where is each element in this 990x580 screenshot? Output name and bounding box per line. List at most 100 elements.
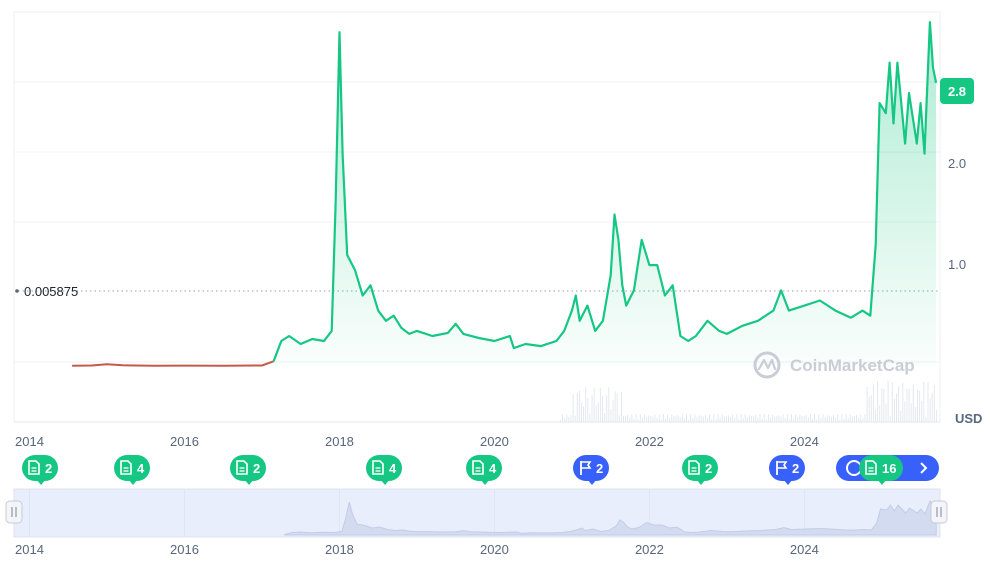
price-point[interactable] (120, 363, 124, 367)
price-point[interactable] (632, 288, 636, 292)
price-point[interactable] (361, 293, 365, 297)
price-line[interactable] (272, 21, 938, 362)
price-point[interactable] (287, 334, 291, 338)
price-point[interactable] (903, 142, 907, 146)
event-badge[interactable]: 16 (836, 455, 939, 485)
price-point[interactable] (368, 283, 372, 287)
price-point[interactable] (570, 309, 574, 313)
event-badge[interactable]: 2 (230, 455, 266, 485)
price-point[interactable] (272, 359, 276, 363)
range-navigator[interactable] (5, 488, 948, 538)
price-point[interactable] (539, 344, 543, 348)
price-point[interactable] (640, 238, 644, 242)
price-point[interactable] (771, 309, 775, 313)
price-point[interactable] (593, 329, 597, 333)
navigator-left-handle[interactable] (5, 500, 23, 524)
price-point[interactable] (892, 121, 896, 125)
event-badge[interactable]: 2 (573, 455, 609, 485)
price-point[interactable] (322, 339, 326, 343)
price-point[interactable] (310, 337, 314, 341)
navigator-right-handle[interactable] (930, 500, 948, 524)
price-point[interactable] (624, 304, 628, 308)
price-point[interactable] (613, 212, 617, 216)
price-point[interactable] (931, 66, 935, 70)
price-point[interactable] (663, 293, 667, 297)
price-point[interactable] (888, 61, 892, 65)
price-point[interactable] (585, 304, 589, 308)
event-badge[interactable]: 2 (22, 455, 58, 485)
price-point[interactable] (740, 324, 744, 328)
price-point[interactable] (923, 152, 927, 156)
event-badge[interactable]: 2 (682, 455, 718, 485)
price-point[interactable] (717, 329, 721, 333)
price-point[interactable] (492, 339, 496, 343)
price-point[interactable] (849, 316, 853, 320)
price-point[interactable] (671, 283, 675, 287)
price-point[interactable] (446, 331, 450, 335)
price-point[interactable] (861, 309, 865, 313)
price-point[interactable] (554, 339, 558, 343)
price-point[interactable] (151, 364, 155, 368)
price-point[interactable] (454, 322, 458, 326)
price-point[interactable] (415, 329, 419, 333)
price-point[interactable] (337, 30, 341, 34)
price-point[interactable] (341, 152, 345, 156)
price-point[interactable] (601, 319, 605, 323)
price-point[interactable] (655, 263, 659, 267)
price-point[interactable] (430, 334, 434, 338)
price-point[interactable] (787, 309, 791, 313)
price-point[interactable] (376, 309, 380, 313)
price-point[interactable] (686, 339, 690, 343)
price-point[interactable] (934, 81, 938, 85)
event-badge[interactable]: 4 (466, 455, 502, 485)
price-point[interactable] (802, 304, 806, 308)
price-point[interactable] (928, 20, 932, 24)
price-point[interactable] (574, 293, 578, 297)
price-point[interactable] (833, 309, 837, 313)
price-point[interactable] (609, 273, 613, 277)
price-point[interactable] (915, 142, 919, 146)
price-point[interactable] (578, 319, 582, 323)
price-point[interactable] (878, 101, 882, 105)
price-point[interactable] (477, 336, 481, 340)
price-point[interactable] (779, 288, 783, 292)
price-point[interactable] (512, 346, 516, 350)
price-point[interactable] (706, 319, 710, 323)
price-point[interactable] (345, 253, 349, 257)
price-point[interactable] (407, 332, 411, 336)
price-point[interactable] (182, 364, 186, 368)
price-point[interactable] (874, 243, 878, 247)
price-point[interactable] (620, 283, 624, 287)
price-point[interactable] (392, 314, 396, 318)
event-badge[interactable]: 2 (769, 455, 805, 485)
price-point[interactable] (89, 364, 93, 368)
price-point[interactable] (562, 329, 566, 333)
price-point[interactable] (105, 362, 109, 366)
price-point[interactable] (616, 238, 620, 242)
price-point[interactable] (384, 319, 388, 323)
price-point[interactable] (523, 342, 527, 346)
price-point[interactable] (725, 332, 729, 336)
price-point[interactable] (868, 314, 872, 318)
price-point[interactable] (756, 319, 760, 323)
price-point[interactable] (678, 334, 682, 338)
price-point[interactable] (508, 334, 512, 338)
price-point[interactable] (461, 332, 465, 336)
price-point[interactable] (260, 364, 264, 368)
price-point[interactable] (221, 364, 225, 368)
event-badge[interactable]: 4 (366, 455, 402, 485)
price-point[interactable] (919, 101, 923, 105)
chevron-right-icon[interactable] (920, 462, 928, 474)
price-point[interactable] (907, 91, 911, 95)
events-row[interactable]: 2 4 2 4 4 2 2 2 16 (22, 455, 939, 485)
price-point[interactable] (299, 342, 303, 346)
price-point[interactable] (647, 263, 651, 267)
price-point[interactable] (330, 329, 334, 333)
price-point[interactable] (353, 268, 357, 272)
price-point[interactable] (895, 61, 899, 65)
price-point[interactable] (70, 364, 74, 368)
event-badge[interactable]: 4 (114, 455, 150, 485)
price-point[interactable] (334, 202, 338, 206)
price-point[interactable] (279, 339, 283, 343)
